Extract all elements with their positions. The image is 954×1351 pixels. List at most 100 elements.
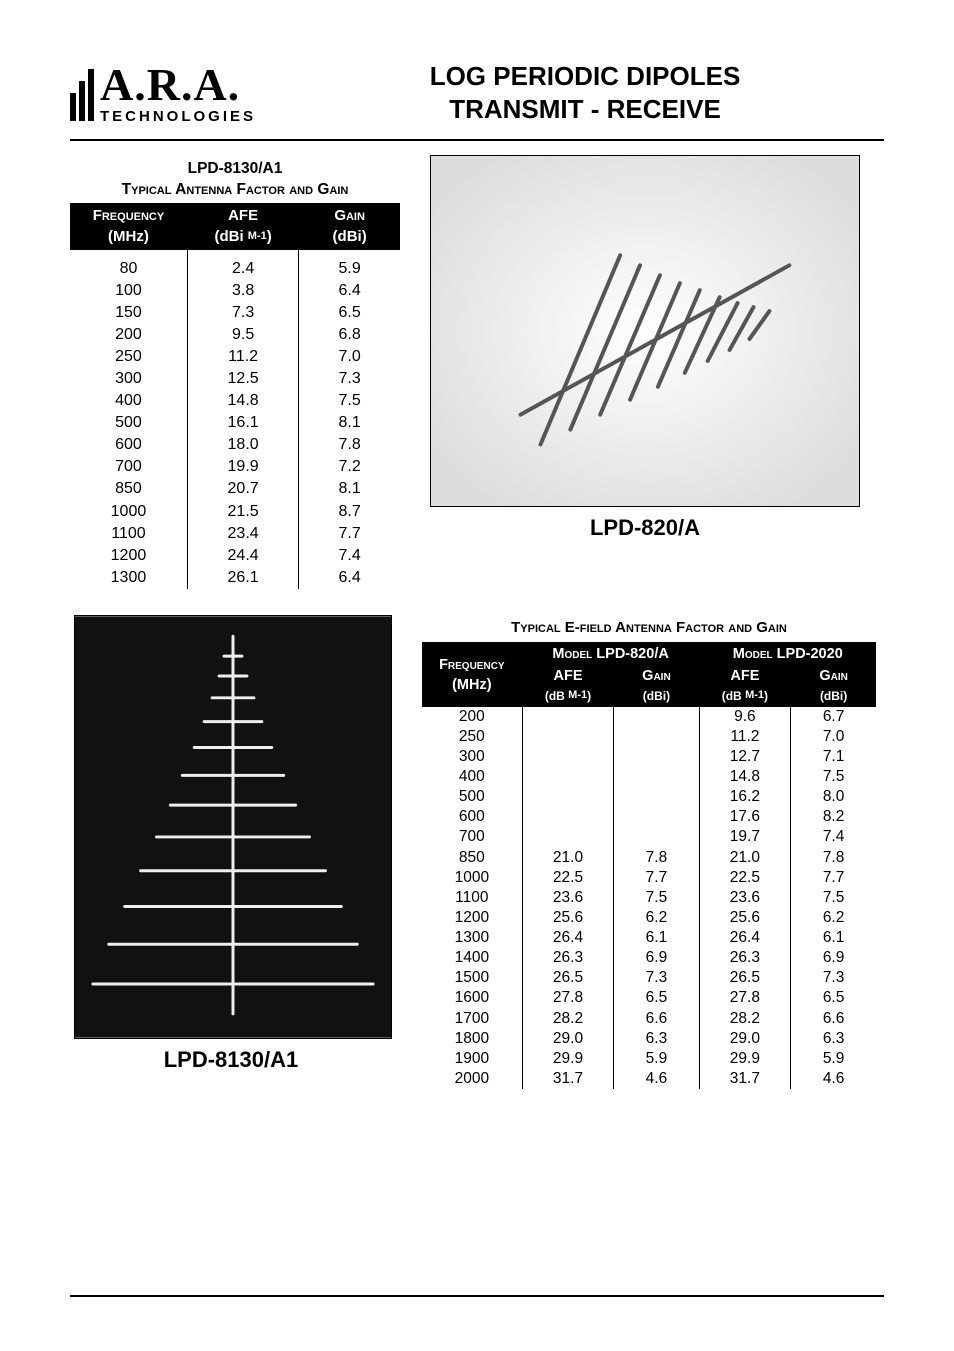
logo-main: A.R.A. [100,62,256,108]
table-row: 140026.36.926.36.9 [422,948,876,968]
table1-subtitle: Typical Antenna Factor and Gain [122,181,349,198]
cell-freq: 250 [422,727,522,747]
cell-g1: 6.2 [614,908,699,928]
cell-freq: 700 [422,827,522,847]
t2-g1u: (dBi) [643,689,670,703]
cell-gain: 7.0 [299,346,400,368]
cell-g2: 6.7 [791,707,876,727]
cell-freq: 1000 [70,501,187,523]
t2-h-afe1: AFE [553,668,582,684]
cell-a2: 9.6 [699,707,791,727]
cell-g2: 6.3 [791,1029,876,1049]
table-row: 85021.07.821.07.8 [422,848,876,868]
cell-gain: 7.7 [299,523,400,545]
cell-g2: 7.0 [791,727,876,747]
cell-a1 [522,787,614,807]
cell-a2: 28.2 [699,1009,791,1029]
cell-a2: 23.6 [699,888,791,908]
table-row: 200 9.66.7 [422,707,876,727]
t2-h-g1: Gain [642,668,671,684]
t1-h-afe: AFE [228,207,258,224]
cell-a2: 14.8 [699,767,791,787]
cell-a1 [522,747,614,767]
cell-freq: 1200 [70,545,187,567]
cell-gain: 7.3 [299,368,400,390]
cell-a2: 19.7 [699,827,791,847]
page-header: A.R.A. TECHNOLOGIES LOG PERIODIC DIPOLES… [70,60,884,141]
table-row: 25011.27.0 [422,727,876,747]
cell-freq: 150 [70,302,187,324]
table-row: 70019.77.4 [422,827,876,847]
cell-a2: 29.0 [699,1029,791,1049]
cell-freq: 500 [422,787,522,807]
cell-afe: 11.2 [187,346,298,368]
cell-afe: 26.1 [187,567,298,589]
cell-freq: 1100 [70,523,187,545]
cell-freq: 300 [422,747,522,767]
cell-g1: 7.7 [614,868,699,888]
cell-g2: 7.5 [791,767,876,787]
table-row: 40014.87.5 [70,390,400,412]
cell-freq: 1300 [422,928,522,948]
photo2-block: LPD-8130/A1 [70,615,392,1073]
t1-sup: M-1 [248,230,267,242]
table-row: 1507.36.5 [70,302,400,324]
cell-a2: 17.6 [699,807,791,827]
t2-h-freq-unit: (MHz) [452,677,491,693]
t1-h-afe-unit-s: ) [267,228,272,245]
t2-h-g2: Gain [819,668,848,684]
cell-g1: 7.3 [614,968,699,988]
t2-a2s2: ) [764,689,768,703]
cell-afe: 9.5 [187,324,298,346]
table-row: 110023.67.523.67.5 [422,888,876,908]
table-row: 160027.86.527.86.5 [422,988,876,1008]
cell-freq: 2000 [422,1069,522,1089]
cell-a1: 28.2 [522,1009,614,1029]
cell-gain: 6.5 [299,302,400,324]
cell-freq: 850 [422,848,522,868]
table-row: 100021.58.7 [70,501,400,523]
cell-a1: 26.4 [522,928,614,948]
t2-h-freq: Frequency [439,657,505,673]
t2-a2p: (dB [722,689,745,703]
cell-g1 [614,807,699,827]
cell-freq: 1000 [422,868,522,888]
cell-gain: 8.7 [299,501,400,523]
table-row: 180029.06.329.06.3 [422,1029,876,1049]
table-row: 130026.46.126.46.1 [422,928,876,948]
cell-freq: 200 [70,324,187,346]
cell-a1: 26.5 [522,968,614,988]
cell-g2: 5.9 [791,1049,876,1069]
cell-a2: 26.4 [699,928,791,948]
cell-a2: 16.2 [699,787,791,807]
t1-h-freq-unit: (MHz) [108,228,149,245]
t2-h-m2020: Model LPD-2020 [699,642,876,665]
cell-a1 [522,767,614,787]
cell-freq: 100 [70,280,187,302]
cell-gain: 6.4 [299,567,400,589]
cell-afe: 24.4 [187,545,298,567]
table-row: 30012.57.3 [70,368,400,390]
cell-a1: 27.8 [522,988,614,1008]
cell-a2: 22.5 [699,868,791,888]
cell-g2: 6.1 [791,928,876,948]
table1-wrap: LPD-8130/A1 Typical Antenna Factor and G… [70,155,400,589]
cell-g1 [614,827,699,847]
cell-gain: 7.5 [299,390,400,412]
cell-freq: 600 [70,434,187,456]
cell-a2: 12.7 [699,747,791,767]
cell-afe: 2.4 [187,258,298,280]
cell-afe: 20.7 [187,478,298,500]
cell-afe: 3.8 [187,280,298,302]
cell-a1: 29.9 [522,1049,614,1069]
logo-text: A.R.A. TECHNOLOGIES [100,62,256,125]
t2-a1s1: M-1 [568,689,587,701]
cell-a1: 25.6 [522,908,614,928]
cell-freq: 1600 [422,988,522,1008]
table-row: 30012.77.1 [422,747,876,767]
cell-freq: 200 [422,707,522,727]
cell-g1: 7.5 [614,888,699,908]
title-line2: TRANSMIT - RECEIVE [286,93,884,126]
table-row: 130026.16.4 [70,567,400,589]
cell-freq: 500 [70,412,187,434]
